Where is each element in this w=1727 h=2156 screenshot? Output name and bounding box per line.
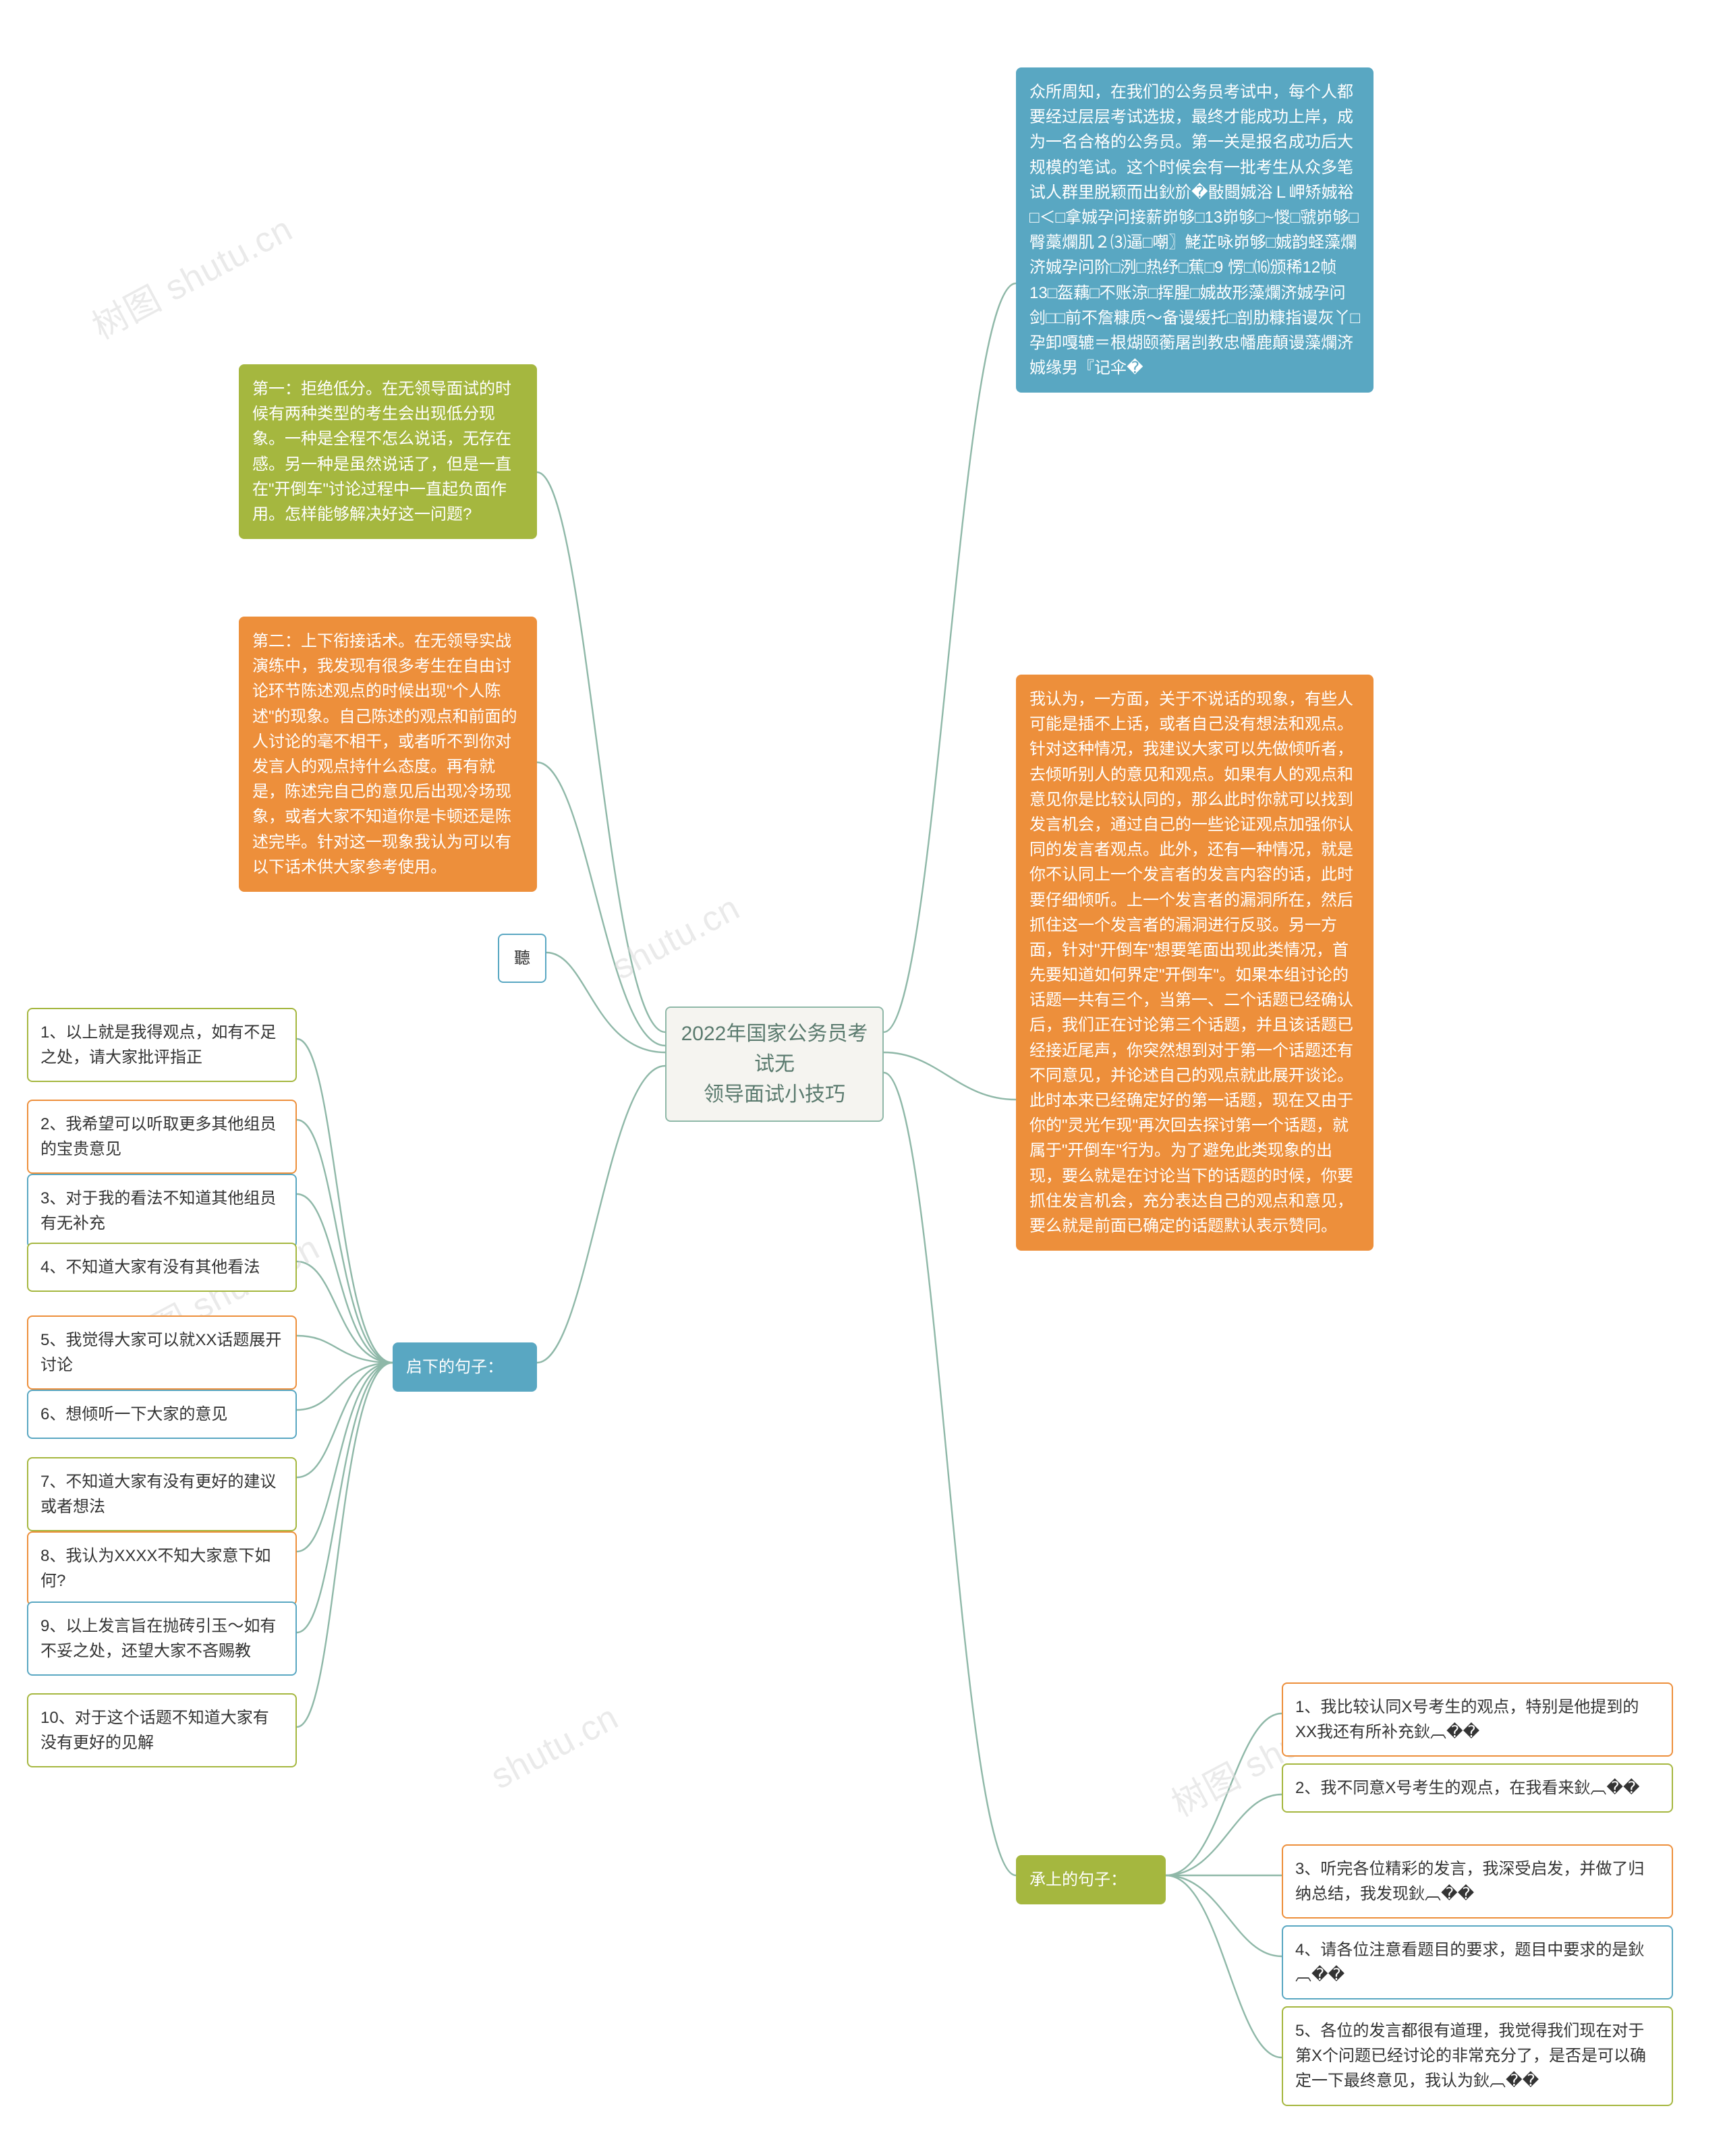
left-second-block[interactable]: 第二：上下衔接话术。在无领导实战演练中，我发现有很多考生在自由讨论环节陈述观点的… <box>239 617 537 892</box>
qixia-item[interactable]: 8、我认为XXXX不知大家意下如何? <box>27 1531 297 1606</box>
watermark: shutu.cn <box>484 1697 625 1797</box>
cheng-item[interactable]: 4、请各位注意看题目的要求，题目中要求的是鈥︹�� <box>1282 1925 1673 1999</box>
qixia-item[interactable]: 7、不知道大家有没有更好的建议或者想法 <box>27 1457 297 1531</box>
cheng-header[interactable]: 承上的句子： <box>1016 1855 1166 1904</box>
cheng-item[interactable]: 2、我不同意X号考生的观点，在我看来鈥︹�� <box>1282 1763 1673 1813</box>
cheng-item[interactable]: 1、我比较认同X号考生的观点，特别是他提到的XX我还有所补充鈥︹�� <box>1282 1682 1673 1757</box>
watermark: 树图 shutu.cn <box>82 201 300 349</box>
qixia-item[interactable]: 9、以上发言旨在抛砖引玉～如有不妥之处，还望大家不吝赐教 <box>27 1601 297 1676</box>
right-analysis-block[interactable]: 我认为，一方面，关于不说话的现象，有些人可能是插不上话，或者自己没有想法和观点。… <box>1016 675 1374 1251</box>
qixia-item[interactable]: 4、不知道大家有没有其他看法 <box>27 1243 297 1292</box>
watermark: shutu.cn <box>606 887 747 988</box>
right-intro-block[interactable]: 众所周知，在我们的公务员考试中，每个人都要经过层层考试选拔，最终才能成功上岸，成… <box>1016 67 1374 393</box>
qixia-item[interactable]: 2、我希望可以听取更多其他组员的宝贵意见 <box>27 1100 297 1174</box>
qixia-item[interactable]: 10、对于这个话题不知道大家有没有更好的见解 <box>27 1693 297 1767</box>
cheng-item[interactable]: 5、各位的发言都很有道理，我觉得我们现在对于第X个问题已经讨论的非常充分了，是否… <box>1282 2006 1673 2106</box>
center-topic[interactable]: 2022年国家公务员考试无 领导面试小技巧 <box>665 1006 884 1122</box>
qixia-item[interactable]: 1、以上就是我得观点，如有不足之处，请大家批评指正 <box>27 1008 297 1082</box>
qixia-item[interactable]: 5、我觉得大家可以就XX话题展开讨论 <box>27 1315 297 1390</box>
cheng-item[interactable]: 3、听完各位精彩的发言，我深受启发，并做了归纳总结，我发现鈥︹�� <box>1282 1844 1673 1919</box>
ting-node[interactable]: 聽 <box>498 934 546 983</box>
qixia-header[interactable]: 启下的句子： <box>393 1342 537 1392</box>
left-first-block[interactable]: 第一：拒绝低分。在无领导面试的时候有两种类型的考生会出现低分现象。一种是全程不怎… <box>239 364 537 539</box>
qixia-item[interactable]: 3、对于我的看法不知道其他组员有无补充 <box>27 1174 297 1248</box>
qixia-item[interactable]: 6、想倾听一下大家的意见 <box>27 1390 297 1439</box>
